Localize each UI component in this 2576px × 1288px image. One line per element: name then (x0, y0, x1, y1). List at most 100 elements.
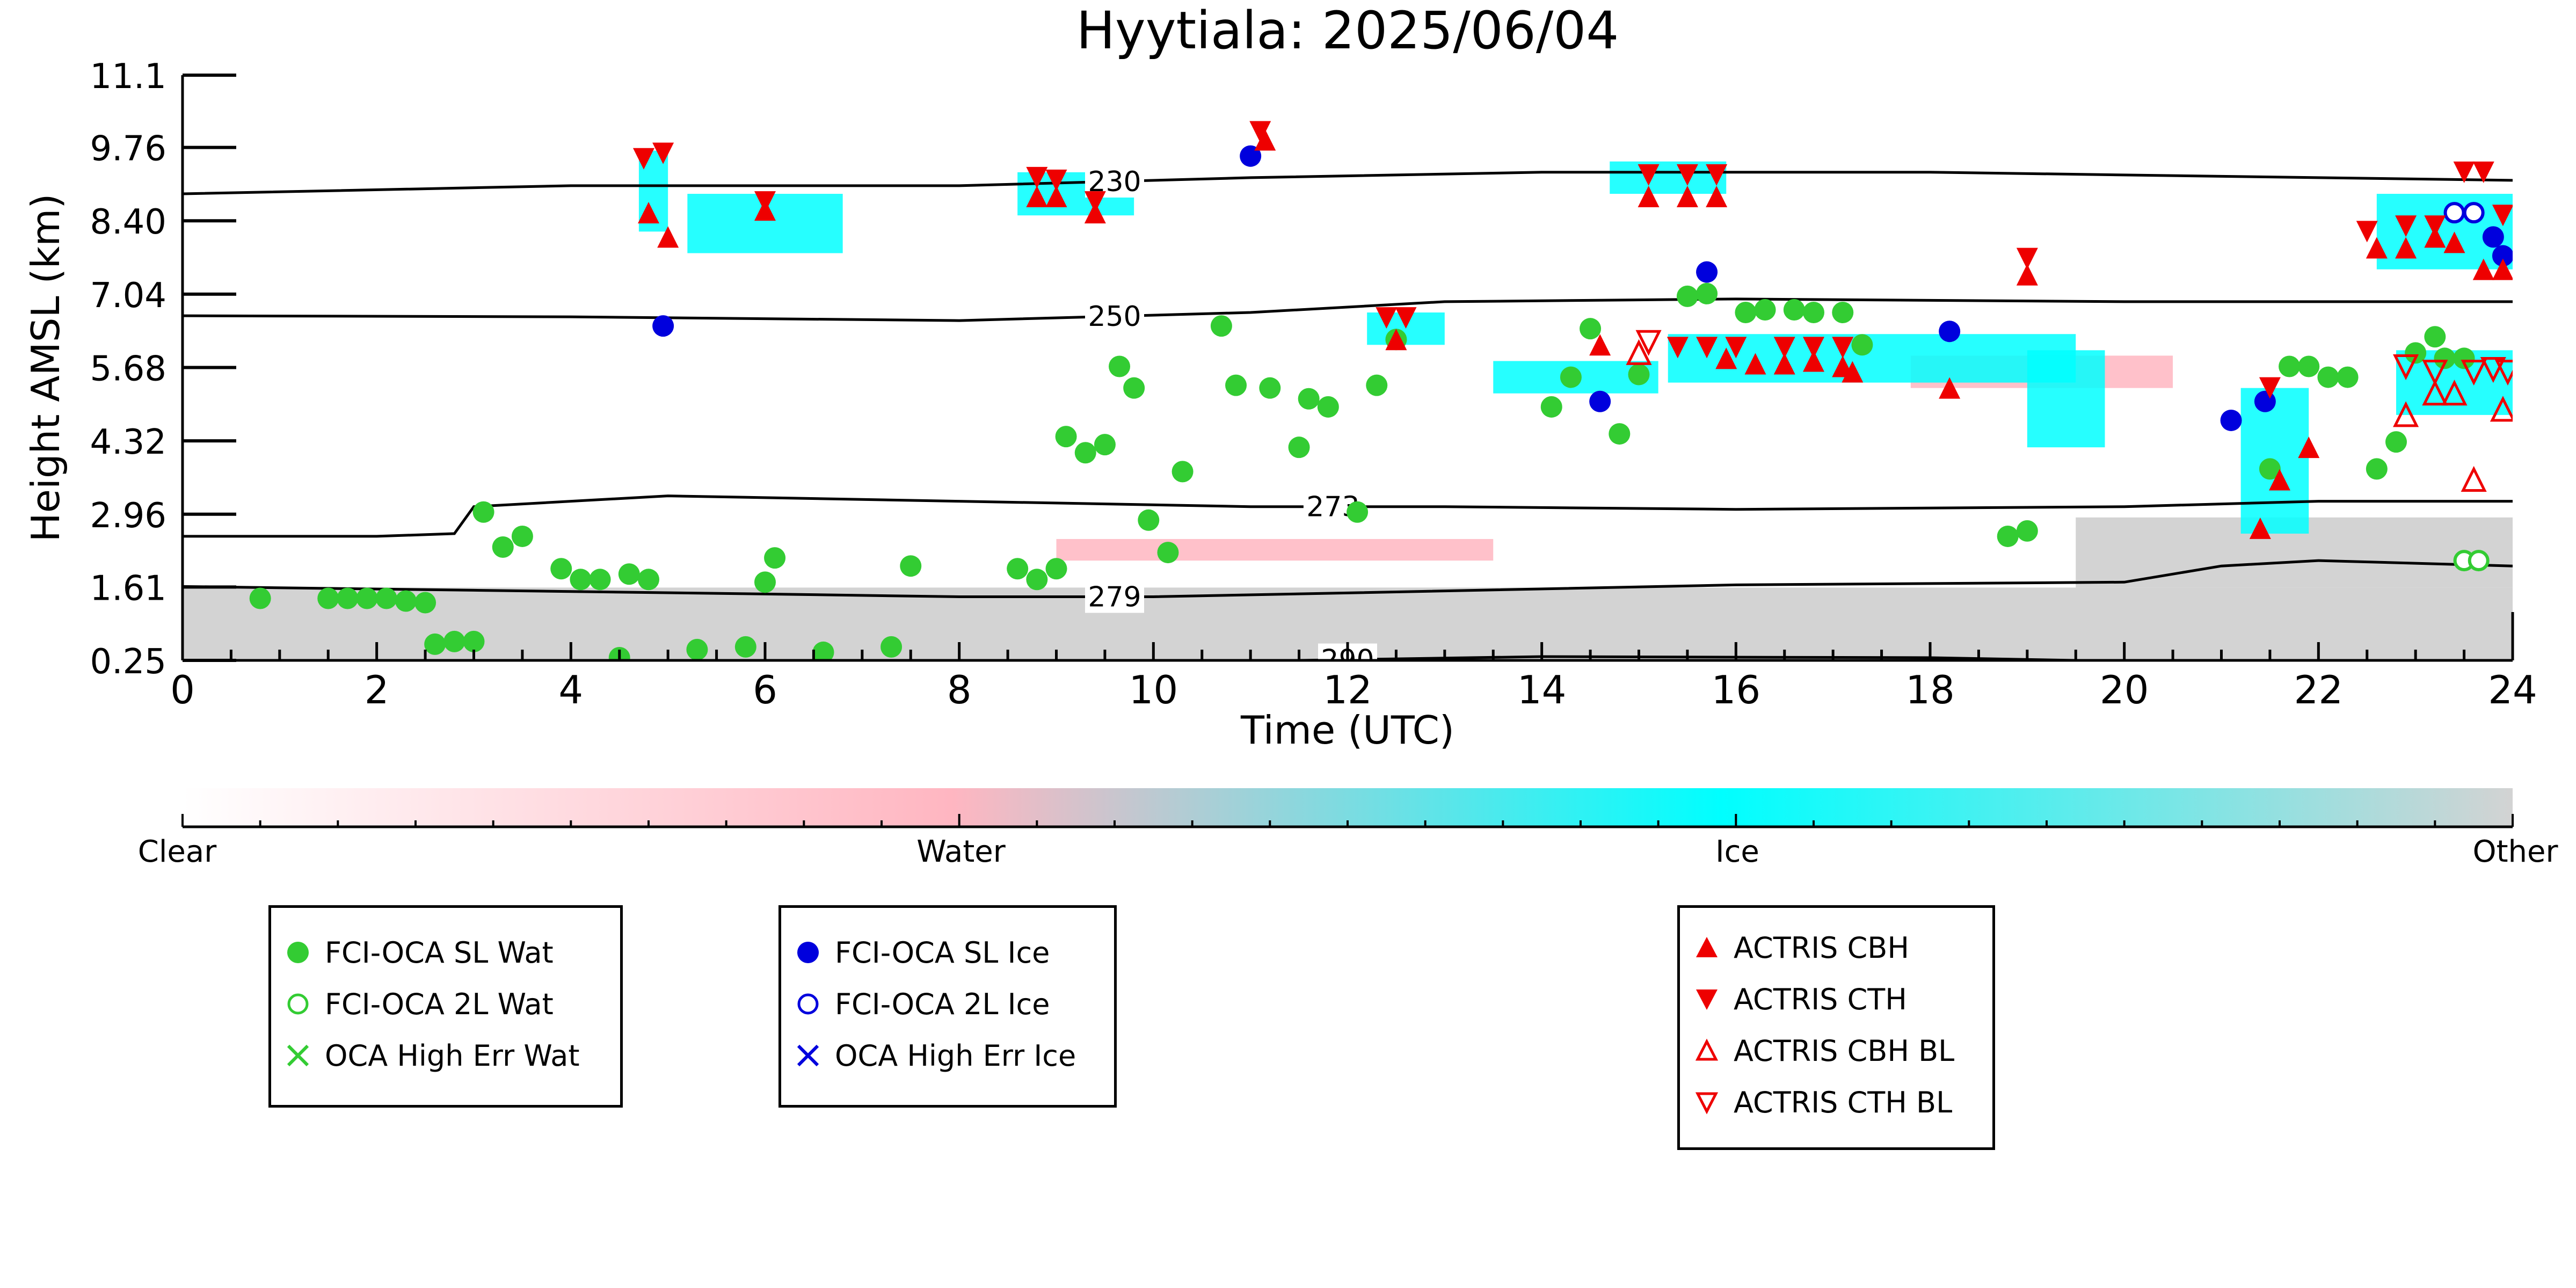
classification-background (183, 150, 2513, 660)
triangle-up-open-marker (2490, 396, 2513, 422)
data-point (1225, 374, 1247, 396)
triangle-down-open-marker (2494, 360, 2513, 386)
data-point (1259, 377, 1281, 399)
legend-item-2l-ice: FCI-OCA 2L Ice (781, 978, 1114, 1030)
triangle-up-filled-marker (2492, 258, 2513, 280)
y-ticks: 0.25 1.61 2.96 4.32 5.68 7.04 8.40 9.76 11.1 (90, 57, 236, 682)
open-circle-icon (797, 993, 819, 1015)
data-point (2434, 347, 2456, 369)
cross-icon (287, 1044, 309, 1067)
data-point (2254, 390, 2276, 412)
triangle-up-open-marker (2441, 380, 2468, 406)
contour-label: 250 (1088, 301, 1141, 333)
y-tick-label: 8.40 (90, 202, 167, 242)
y-tick-label: 5.68 (90, 349, 167, 389)
legend-label: FCI-OCA 2L Wat (325, 987, 554, 1021)
triangle-up-open-marker (2393, 401, 2419, 427)
x-tick-label: 2 (365, 667, 389, 712)
data-point (1540, 396, 1562, 418)
legend-item-2l-wat: FCI-OCA 2L Wat (271, 978, 620, 1030)
triangle-up-filled-marker (1803, 350, 1824, 372)
open-circle-icon (287, 993, 309, 1015)
data-point (1138, 509, 1160, 531)
data-point (1939, 321, 1961, 343)
data-point (1109, 355, 1131, 377)
data-point (1210, 315, 1232, 337)
triangle-down-filled-marker (1026, 166, 1048, 188)
x-tick-label: 20 (2100, 667, 2149, 712)
chart-title: Hyytiala: 2025/06/04 (1076, 1, 1619, 61)
data-point (2016, 520, 2038, 542)
triangle-down-filled-marker (1725, 337, 1747, 359)
legend-label: FCI-OCA SL Wat (325, 935, 554, 970)
legend-item-cbh: ACTRIS CBH (1680, 922, 1992, 973)
triangle-down-filled-marker (754, 191, 776, 213)
data-point (1676, 285, 1698, 307)
cross-icon (797, 1044, 819, 1067)
x-tick-label: 8 (947, 667, 972, 712)
data-point (337, 587, 359, 609)
triangle-up-filled-marker (1385, 329, 1407, 351)
data-point (550, 558, 572, 580)
triangle-down-filled-marker (1045, 169, 1067, 191)
data-point (2366, 458, 2388, 480)
triangle-up-filled-marker (1638, 186, 1660, 208)
x-tick-label: 12 (1323, 667, 1372, 712)
triangle-down-filled-marker (2356, 221, 2378, 243)
data-point (1560, 366, 1582, 388)
triangle-up-open-marker (1626, 339, 1652, 365)
data-point (1347, 501, 1369, 523)
data-point (317, 587, 339, 609)
triangle-up-filled-marker (1715, 347, 1737, 369)
triangle-up-open-marker (2461, 465, 2487, 492)
triangle-up-filled-marker (1744, 353, 1766, 375)
data-point (2298, 355, 2320, 377)
contour-label-bg (1085, 580, 1144, 613)
data-point (2259, 458, 2281, 480)
legend-item-high-err-wat: OCA High Err Wat (271, 1030, 620, 1081)
data-markers (249, 121, 2513, 660)
y-tick-label: 11.1 (90, 57, 167, 97)
data-point (1589, 390, 1611, 412)
legend-label: ACTRIS CBH BL (1734, 1034, 1955, 1068)
contour-label-bg (1085, 300, 1144, 333)
data-point (764, 547, 786, 569)
triangle-up-filled-marker (1254, 129, 1276, 151)
triangle-down-filled-marker (652, 142, 674, 164)
data-point (2220, 409, 2242, 431)
triangle-up-filled-icon (1696, 937, 1718, 957)
data-point (1026, 569, 1048, 591)
data-point (1735, 302, 1757, 324)
triangle-down-filled-icon (1696, 989, 1718, 1010)
data-point (1240, 145, 1262, 167)
colorbar-label-clear: Clear (138, 834, 217, 869)
triangle-down-filled-marker (1638, 164, 1660, 186)
legend-label: OCA High Err Wat (325, 1038, 580, 1073)
legend-item-sl-ice: FCI-OCA SL Ice (781, 927, 1114, 978)
legend-label: ACTRIS CBH (1734, 930, 1909, 965)
data-point (1832, 302, 1854, 324)
data-point (570, 569, 592, 591)
colorbar-label-other: Other (2472, 834, 2558, 869)
triangle-down-filled-marker (2424, 215, 2446, 237)
x-tick-label: 22 (2294, 667, 2344, 712)
data-point (1997, 525, 2019, 547)
legend-label: ACTRIS CTH BL (1734, 1085, 1953, 1119)
data-point (1696, 261, 1718, 283)
legend-label: FCI-OCA SL Ice (835, 935, 1050, 970)
triangle-up-filled-marker (1589, 334, 1611, 356)
triangle-down-filled-marker (1696, 337, 1718, 359)
triangle-down-filled-marker (1249, 121, 1271, 143)
data-point (2385, 431, 2407, 453)
data-point (1366, 374, 1388, 396)
triangle-up-filled-marker (1773, 353, 1795, 375)
data-point (1851, 334, 1873, 356)
contour-line-279 (183, 559, 2513, 598)
x-tick-label: 0 (170, 667, 195, 712)
triangle-down-filled-marker (1667, 337, 1689, 359)
triangle-up-filled-marker (1676, 186, 1698, 208)
triangle-up-filled-marker (1939, 377, 1961, 399)
triangle-down-filled-marker (2492, 205, 2513, 227)
triangle-up-filled-marker (2366, 237, 2388, 259)
data-point (900, 555, 922, 577)
